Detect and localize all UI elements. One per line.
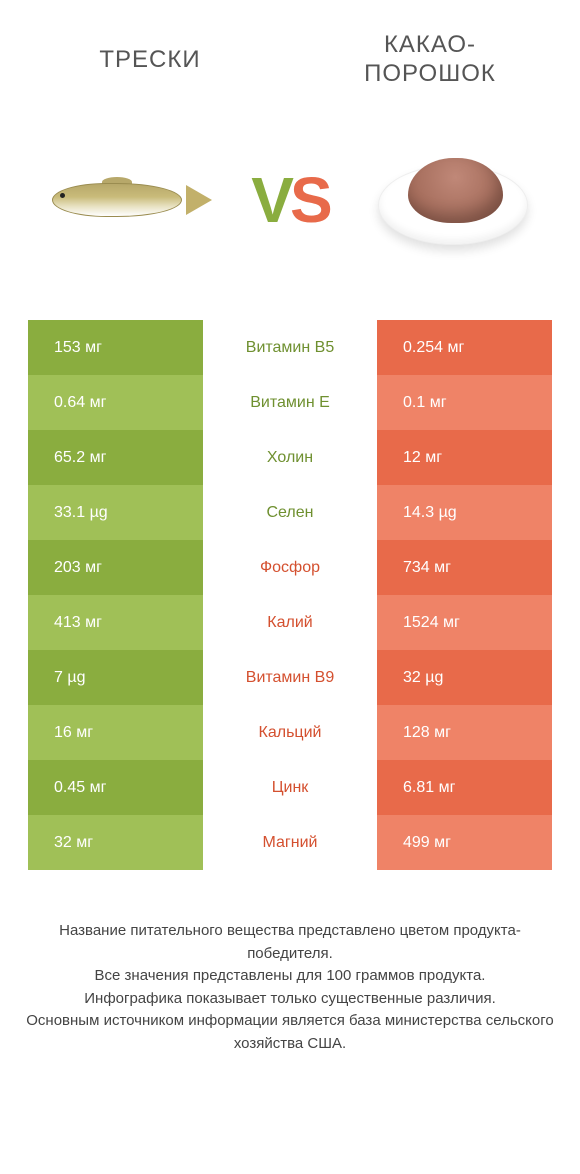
comparison-table: 153 мгВитамин B50.254 мг0.64 мгВитамин E… bbox=[0, 320, 580, 870]
nutrient-label: Витамин B5 bbox=[203, 320, 377, 375]
nutrient-label: Витамин B9 bbox=[203, 650, 377, 705]
table-row: 203 мгФосфор734 мг bbox=[28, 540, 552, 595]
footer-line: Основным источником информации является … bbox=[20, 1010, 560, 1055]
left-product-image bbox=[37, 130, 217, 270]
fish-icon bbox=[42, 175, 212, 225]
table-row: 7 µgВитамин B932 µg bbox=[28, 650, 552, 705]
table-row: 16 мгКальций128 мг bbox=[28, 705, 552, 760]
footer-notes: Название питательного вещества представл… bbox=[0, 870, 580, 1055]
table-row: 65.2 мгХолин12 мг bbox=[28, 430, 552, 485]
left-value: 0.64 мг bbox=[28, 375, 203, 430]
header-row: ТРЕСКИ КАКАО-ПОРОШОК bbox=[0, 0, 580, 100]
right-value: 499 мг bbox=[377, 815, 552, 870]
table-row: 32 мгМагний499 мг bbox=[28, 815, 552, 870]
left-value: 413 мг bbox=[28, 595, 203, 650]
left-value: 33.1 µg bbox=[28, 485, 203, 540]
left-value: 203 мг bbox=[28, 540, 203, 595]
right-product-title: КАКАО-ПОРОШОК bbox=[290, 31, 570, 89]
right-value: 734 мг bbox=[377, 540, 552, 595]
nutrient-label: Фосфор bbox=[203, 540, 377, 595]
right-value: 32 µg bbox=[377, 650, 552, 705]
right-product-image bbox=[363, 130, 543, 270]
right-value: 14.3 µg bbox=[377, 485, 552, 540]
footer-line: Название питательного вещества представл… bbox=[20, 920, 560, 965]
left-product-title: ТРЕСКИ bbox=[10, 46, 290, 75]
nutrient-label: Магний bbox=[203, 815, 377, 870]
images-row: VS bbox=[0, 100, 580, 320]
left-value: 32 мг bbox=[28, 815, 203, 870]
left-value: 16 мг bbox=[28, 705, 203, 760]
right-value: 6.81 мг bbox=[377, 760, 552, 815]
vs-v: V bbox=[251, 164, 290, 236]
right-value: 0.1 мг bbox=[377, 375, 552, 430]
left-value: 0.45 мг bbox=[28, 760, 203, 815]
footer-line: Все значения представлены для 100 граммо… bbox=[20, 965, 560, 988]
table-row: 33.1 µgСелен14.3 µg bbox=[28, 485, 552, 540]
table-row: 0.64 мгВитамин E0.1 мг bbox=[28, 375, 552, 430]
left-value: 7 µg bbox=[28, 650, 203, 705]
right-value: 12 мг bbox=[377, 430, 552, 485]
nutrient-label: Кальций bbox=[203, 705, 377, 760]
table-row: 413 мгКалий1524 мг bbox=[28, 595, 552, 650]
vs-label: VS bbox=[251, 163, 328, 237]
nutrient-label: Витамин E bbox=[203, 375, 377, 430]
right-value: 1524 мг bbox=[377, 595, 552, 650]
nutrient-label: Калий bbox=[203, 595, 377, 650]
footer-line: Инфографика показывает только существенн… bbox=[20, 988, 560, 1011]
right-value: 128 мг bbox=[377, 705, 552, 760]
nutrient-label: Холин bbox=[203, 430, 377, 485]
cocoa-icon bbox=[373, 140, 533, 260]
table-row: 0.45 мгЦинк6.81 мг bbox=[28, 760, 552, 815]
right-value: 0.254 мг bbox=[377, 320, 552, 375]
table-row: 153 мгВитамин B50.254 мг bbox=[28, 320, 552, 375]
nutrient-label: Цинк bbox=[203, 760, 377, 815]
left-value: 153 мг bbox=[28, 320, 203, 375]
left-value: 65.2 мг bbox=[28, 430, 203, 485]
vs-s: S bbox=[290, 164, 329, 236]
nutrient-label: Селен bbox=[203, 485, 377, 540]
